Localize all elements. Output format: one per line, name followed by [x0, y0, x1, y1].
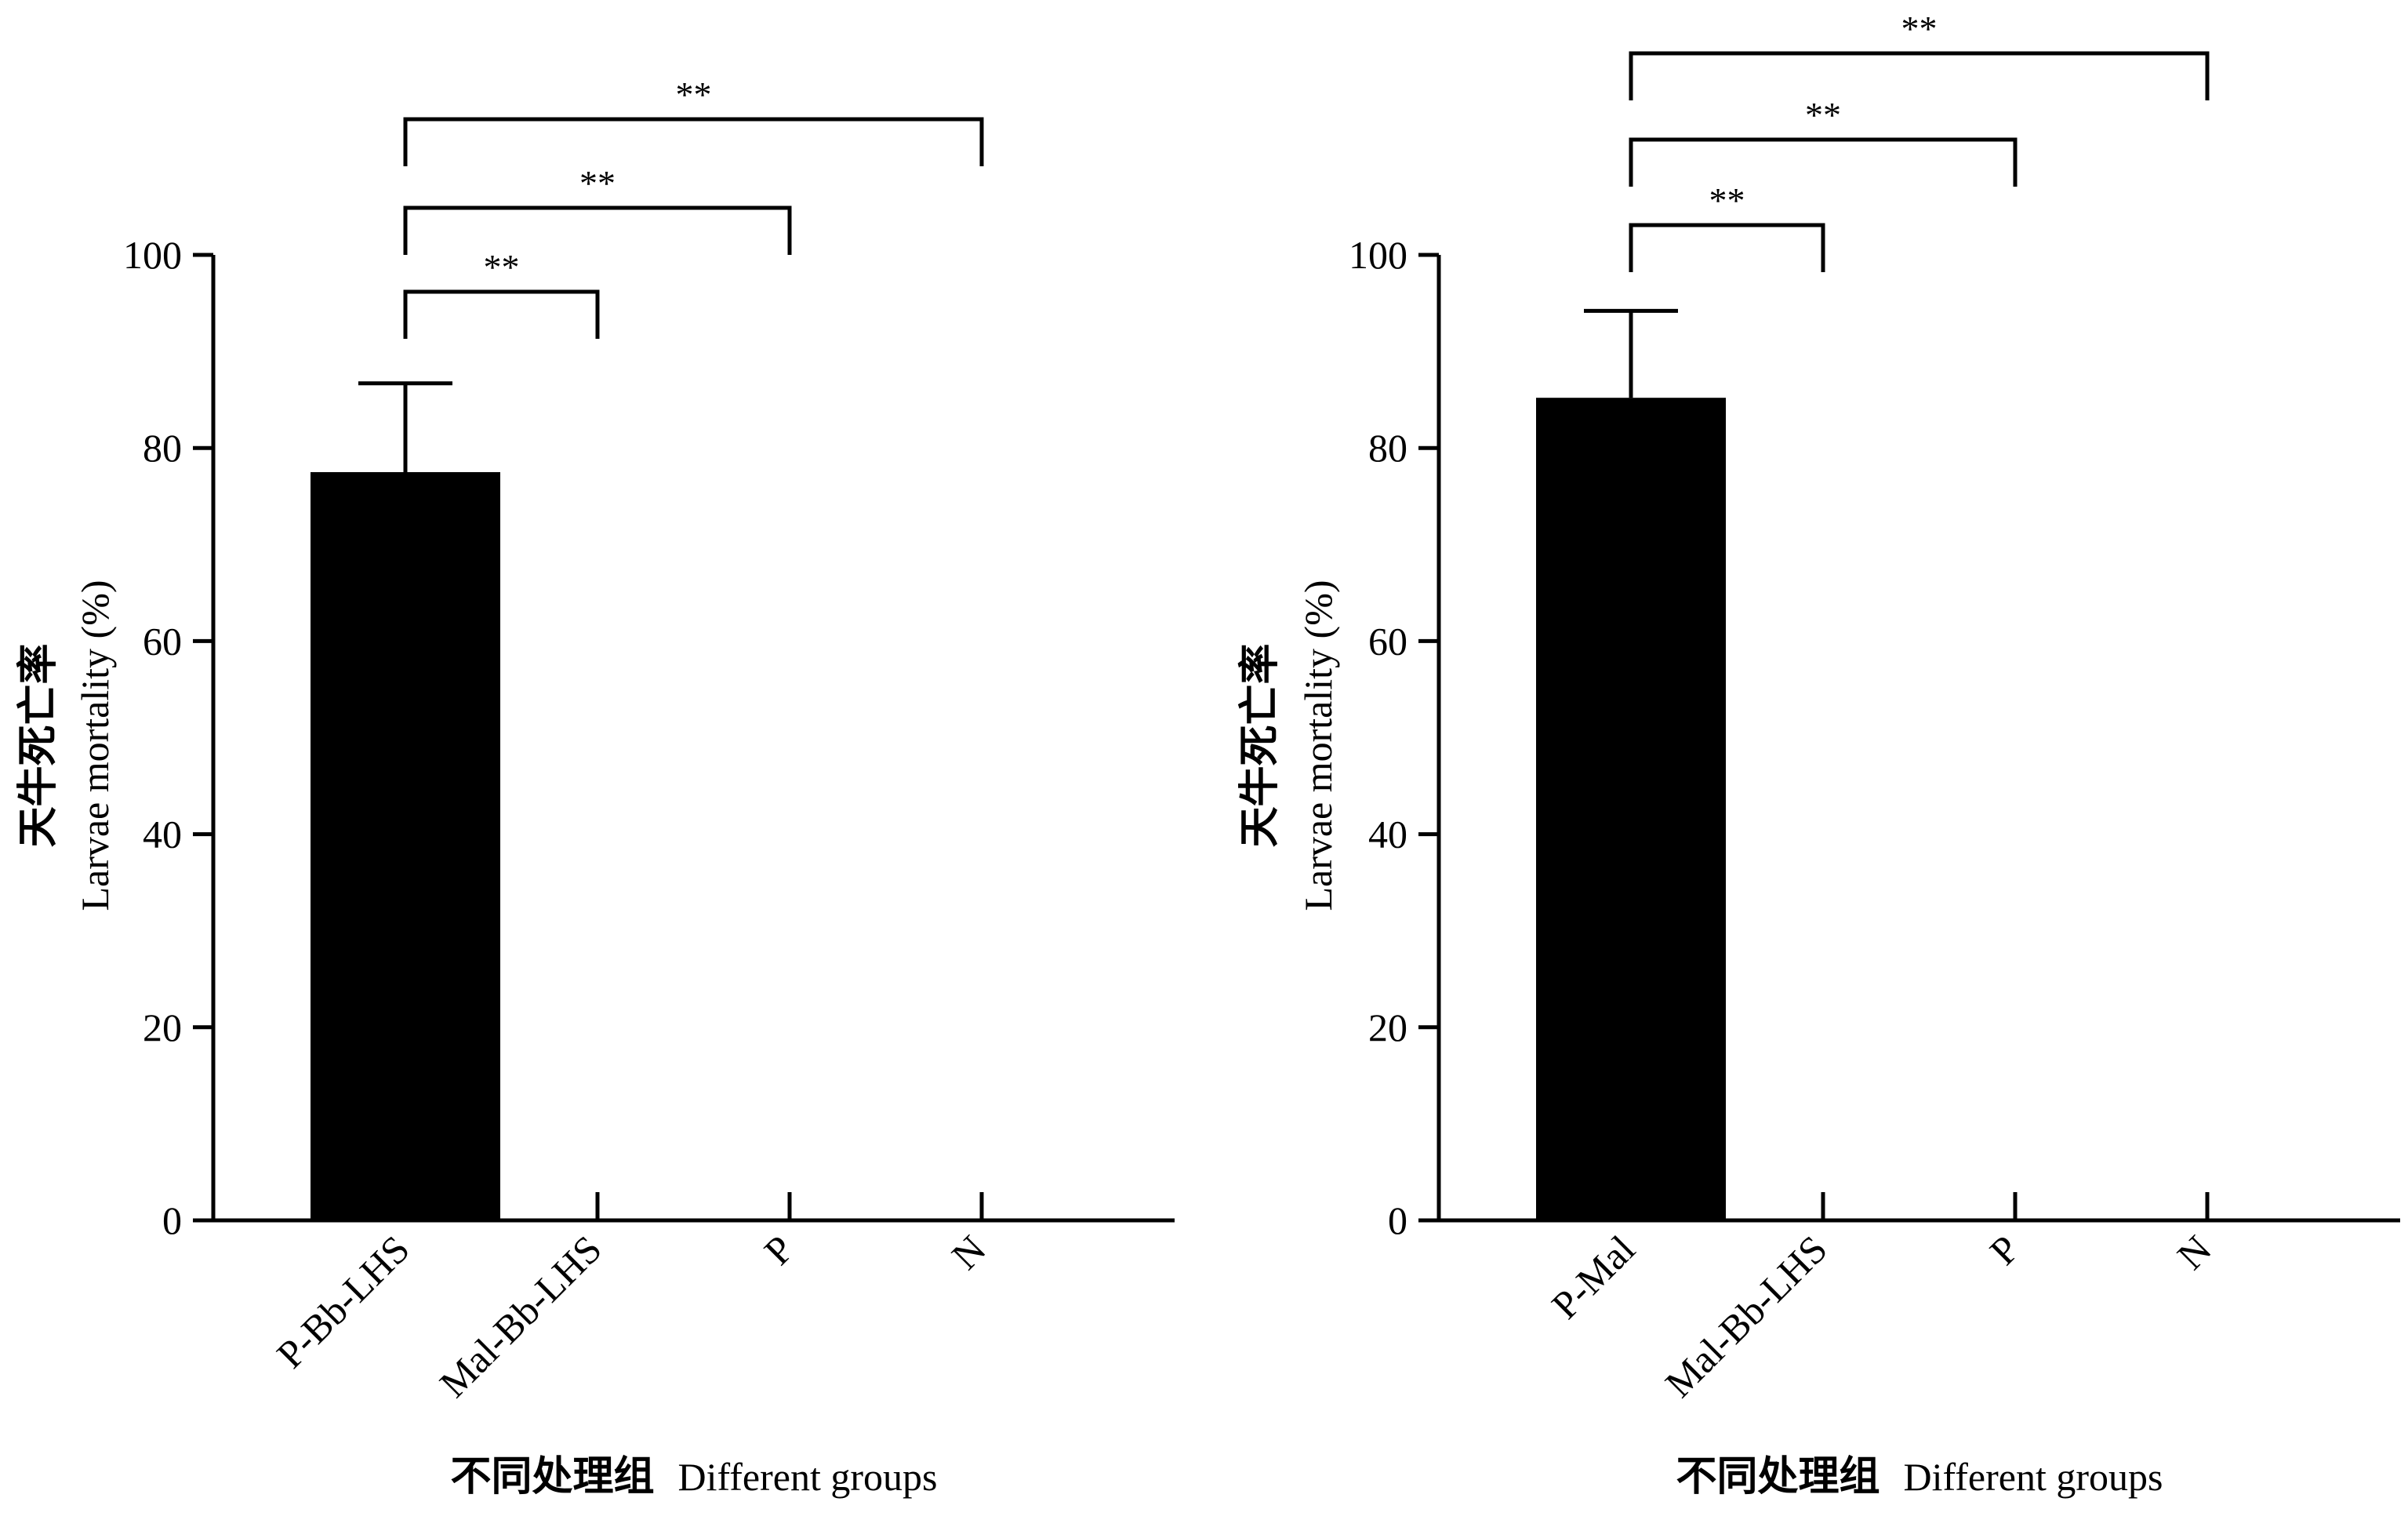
- x-tick-label: P: [756, 1227, 802, 1273]
- x-tick-label: P-Mal: [1543, 1227, 1643, 1327]
- chart-panel-left: 0 20 40 60 80 100 P-Bb-LHS Mal-Bb-LHS P N ** ** ** 天牛…: [15, 75, 1175, 1500]
- significance-bracket: [403, 289, 600, 339]
- x-axis-title: 不同处理组 Different groups: [451, 1453, 938, 1500]
- y-axis-title-cn: 天牛死亡率: [15, 643, 62, 847]
- x-tick-label: Mal-Bb-LHS: [431, 1227, 610, 1405]
- y-tick-label: 100: [1349, 233, 1407, 277]
- significance-bracket: [1629, 223, 1825, 272]
- y-axis-title-en: Larvae mortality (%): [73, 580, 117, 911]
- y-tick-label: 100: [123, 233, 182, 277]
- x-axis-title: 不同处理组 Different groups: [1676, 1453, 2163, 1500]
- significance-label: **: [484, 247, 520, 287]
- x-tick-label: N: [943, 1227, 994, 1278]
- significance-bracket: [403, 205, 792, 255]
- y-tick-label: 0: [1388, 1198, 1407, 1242]
- y-tick-label: 80: [1368, 426, 1407, 470]
- significance-label: **: [1805, 95, 1841, 135]
- y-tick-label: 60: [143, 619, 182, 663]
- significance-bracket: [403, 117, 984, 166]
- y-tick-label: 40: [1368, 813, 1407, 856]
- x-tick-label: N: [2169, 1227, 2220, 1278]
- x-axis-title-en: Different groups: [678, 1455, 938, 1499]
- bar: [311, 471, 500, 1220]
- significance-label: **: [1901, 9, 1938, 49]
- y-axis-title-en: Larvae mortality (%): [1296, 580, 1340, 911]
- x-tick-label: Mal-Bb-LHS: [1657, 1227, 1836, 1405]
- significance-label: **: [676, 75, 712, 115]
- significance-bracket: [1629, 137, 2018, 187]
- y-tick-label: 0: [162, 1198, 182, 1242]
- x-tick-label: P-Bb-LHS: [268, 1227, 418, 1376]
- y-tick-label: 40: [143, 813, 182, 856]
- bar: [1536, 398, 1726, 1220]
- x-axis-title-cn: 不同处理组: [1676, 1453, 1880, 1500]
- y-tick-label: 60: [1368, 619, 1407, 663]
- significance-label: **: [579, 163, 616, 203]
- x-tick-label: P: [1981, 1227, 2028, 1273]
- chart-panel-right: 0 20 40 60 80 100 P-Mal Mal-Bb-LHS P N ** ** ** 天牛死亡率…: [1237, 9, 2400, 1500]
- significance-bracket: [1629, 51, 2210, 100]
- y-tick-label: 20: [143, 1005, 182, 1049]
- y-tick-label: 20: [1368, 1005, 1407, 1049]
- y-axis-title-cn: 天牛死亡率: [1237, 643, 1284, 847]
- y-tick-label: 80: [143, 426, 182, 470]
- significance-label: **: [1709, 180, 1745, 220]
- x-axis-title-cn: 不同处理组: [451, 1453, 655, 1500]
- x-axis-title-en: Different groups: [1904, 1455, 2163, 1499]
